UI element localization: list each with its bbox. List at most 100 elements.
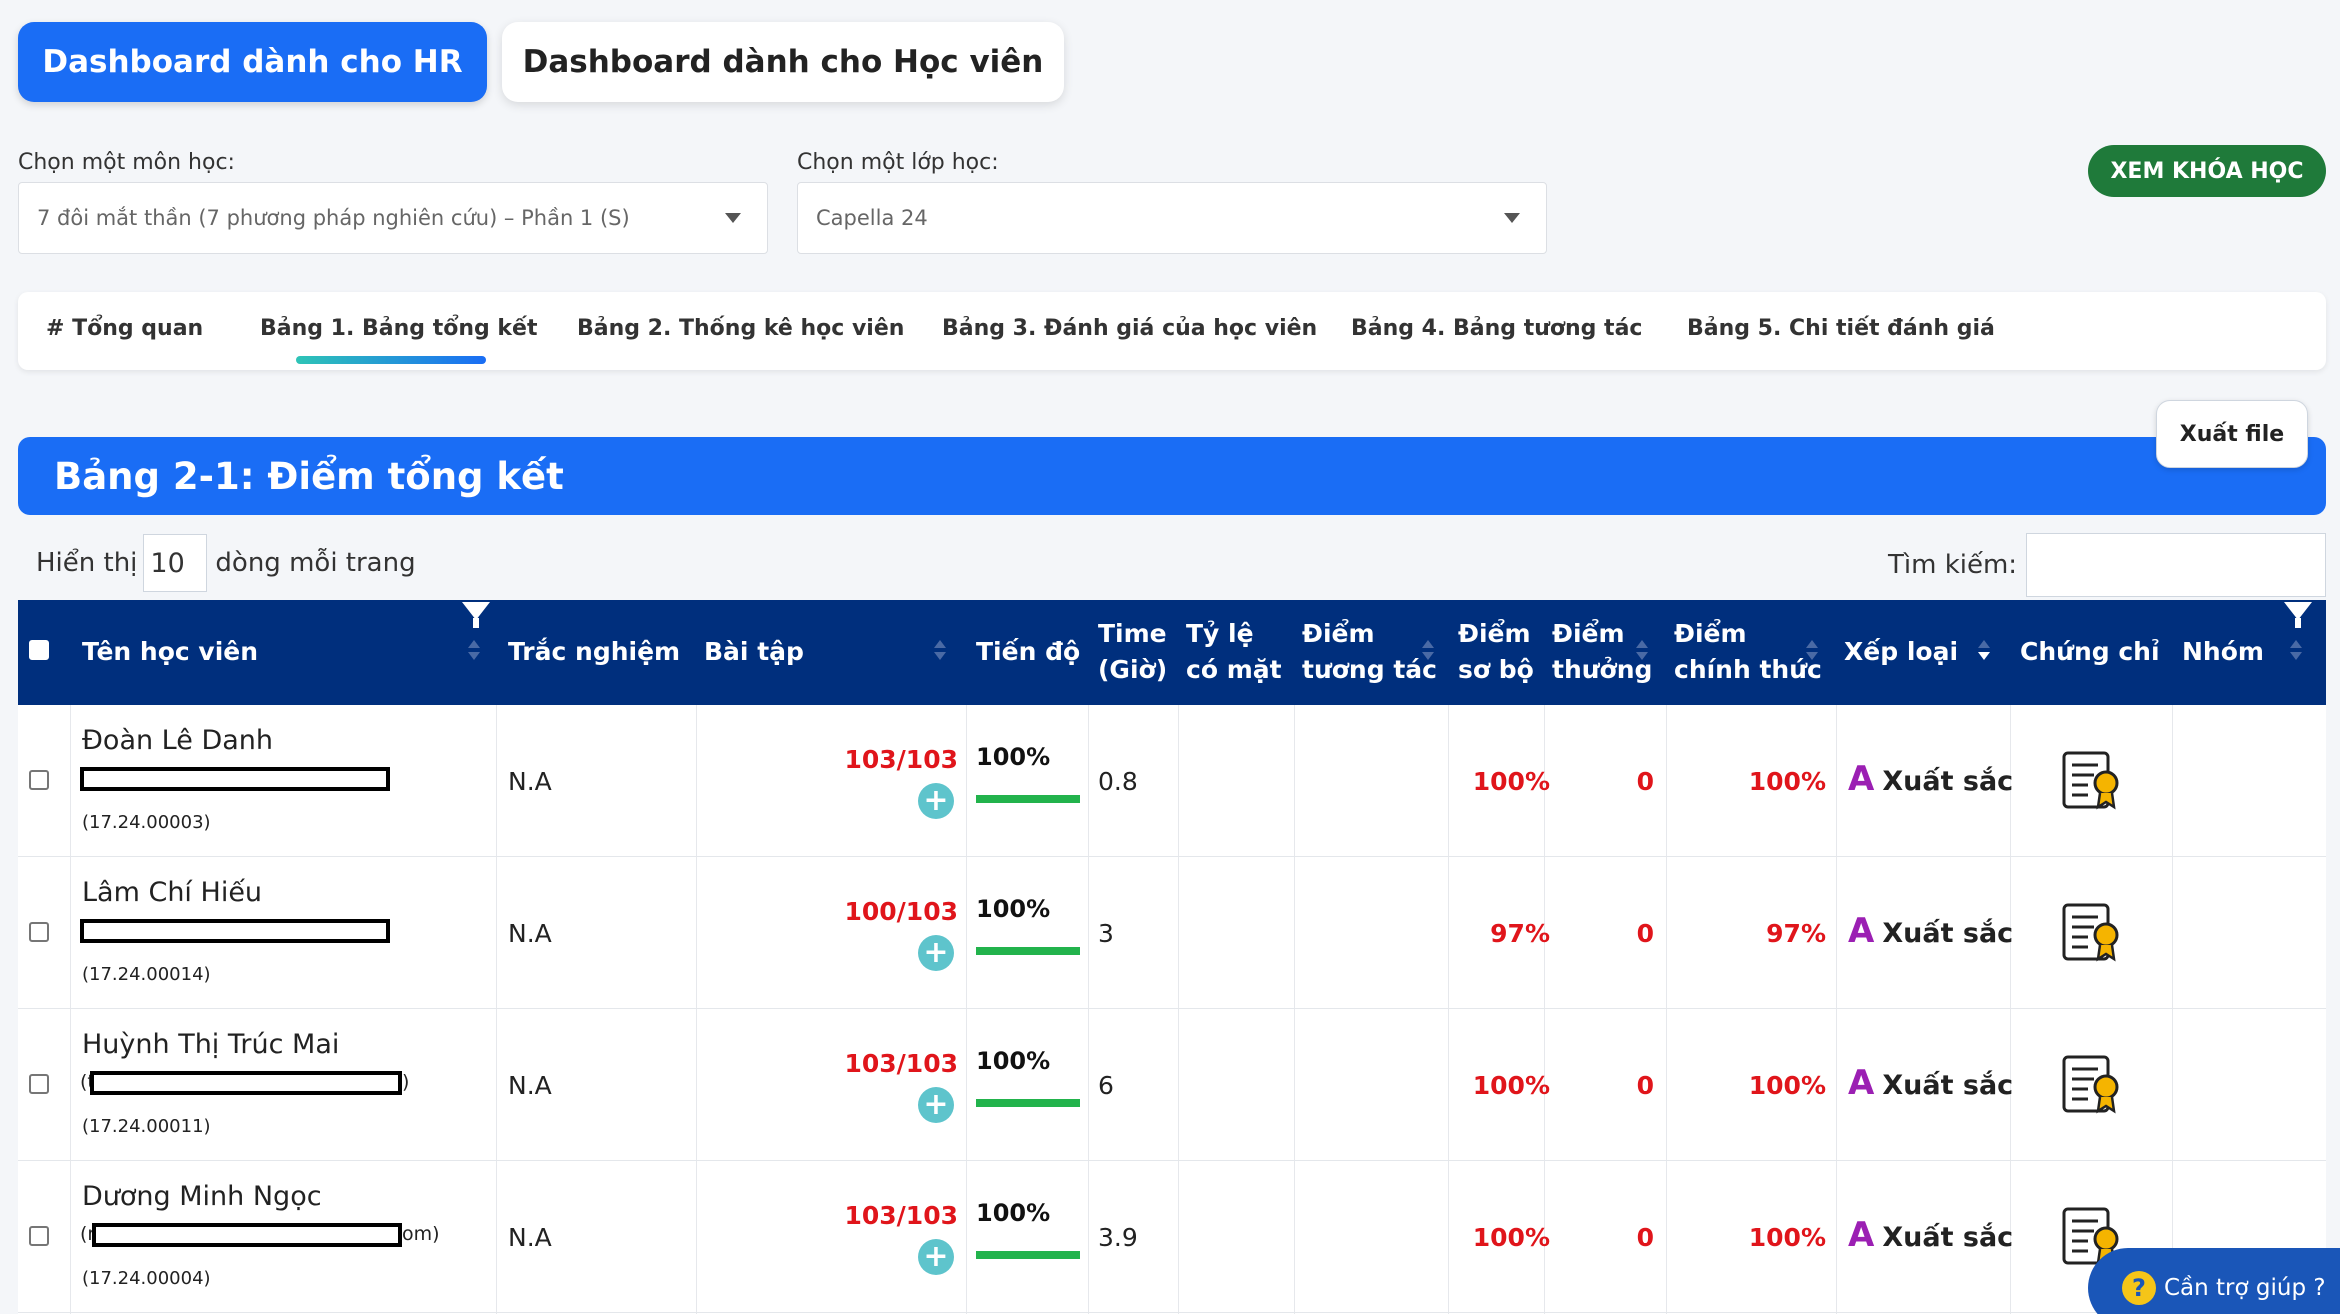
progress-bar	[976, 1099, 1080, 1107]
email-suffix: om)	[402, 1223, 440, 1245]
progress-value: 100%	[976, 1047, 1051, 1075]
plus-icon[interactable]: +	[918, 1087, 954, 1123]
bonus-score: 0	[1636, 919, 1654, 948]
homework-value: 103/103	[844, 745, 958, 774]
official-score: 100%	[1748, 1071, 1826, 1100]
redacted-email	[90, 1071, 402, 1095]
certificate-icon[interactable]	[2058, 1051, 2124, 1117]
plus-icon[interactable]: +	[918, 783, 954, 819]
official-score: 100%	[1748, 767, 1826, 796]
tab-summary[interactable]: Bảng 1. Bảng tổng kết	[260, 316, 538, 341]
search-label: Tìm kiếm:	[1888, 550, 2018, 580]
rank-letter: A	[1848, 759, 1875, 799]
col-certificate[interactable]: Chứng chỉ	[2020, 637, 2160, 666]
row-checkbox[interactable]	[29, 922, 49, 942]
time-value: 3.9	[1098, 1223, 1138, 1252]
redacted-email	[80, 767, 390, 791]
row-checkbox[interactable]	[29, 770, 49, 790]
sort-icon[interactable]	[2290, 640, 2302, 664]
col-time[interactable]: Time (Giờ)	[1098, 619, 1168, 684]
homework-value: 100/103	[844, 897, 958, 926]
rank-label: Xuất sắc	[1882, 766, 2014, 797]
bonus-score: 0	[1636, 767, 1654, 796]
sort-icon[interactable]	[1422, 640, 1434, 664]
table-row: Dương Minh Ngọc (r om) (17.24.00004) N.A…	[18, 1161, 2326, 1313]
page-size-input[interactable]: 10	[143, 534, 208, 592]
student-code: (17.24.00011)	[82, 1116, 211, 1137]
active-tab-indicator	[296, 356, 486, 364]
filter-icon[interactable]	[2284, 602, 2312, 628]
col-attendance[interactable]: Tỷ lệ có mặt	[1186, 619, 1282, 684]
student-code: (17.24.00004)	[82, 1268, 211, 1289]
chevron-down-icon	[1504, 213, 1520, 223]
tab-interactions[interactable]: Bảng 4. Bảng tương tác	[1351, 316, 1643, 341]
tab-overview[interactable]: # Tổng quan	[46, 316, 204, 341]
tab-student-stats[interactable]: Bảng 2. Thống kê học viên	[577, 316, 905, 341]
quiz-value: N.A	[508, 767, 552, 796]
select-all-checkbox[interactable]	[29, 640, 49, 660]
sort-icon[interactable]	[468, 640, 480, 664]
col-homework[interactable]: Bài tập	[704, 637, 804, 666]
sort-desc-icon[interactable]	[1978, 640, 1990, 664]
sort-icon[interactable]	[1636, 640, 1648, 664]
col-official[interactable]: Điểm chính thức	[1674, 619, 1822, 684]
time-value: 0.8	[1098, 767, 1138, 796]
rank-label: Xuất sắc	[1882, 1222, 2014, 1253]
homework-value: 103/103	[844, 1201, 958, 1230]
tab-review-details[interactable]: Bảng 5. Chi tiết đánh giá	[1687, 316, 1995, 341]
sort-icon[interactable]	[934, 640, 946, 664]
table-row: Đoàn Lê Danh (17.24.00003) N.A 103/103 +…	[18, 705, 2326, 857]
col-group[interactable]: Nhóm	[2182, 637, 2264, 666]
certificate-icon[interactable]	[2058, 747, 2124, 813]
dashboard-hr-tab[interactable]: Dashboard dành cho HR	[18, 22, 487, 102]
tab-student-reviews[interactable]: Bảng 3. Đánh giá của học viên	[942, 316, 1318, 341]
course-select-value: 7 đôi mắt thần (7 phương pháp nghiên cứu…	[37, 206, 630, 230]
col-prelim[interactable]: Điểm sơ bộ	[1458, 619, 1534, 684]
table-row: Lâm Chí Hiếu (17.24.00014) N.A 100/103 +…	[18, 857, 2326, 1009]
quiz-value: N.A	[508, 1223, 552, 1252]
student-name: Dương Minh Ngọc	[82, 1181, 322, 1212]
col-rank[interactable]: Xếp loại	[1844, 637, 1959, 666]
dashboard-student-tab[interactable]: Dashboard dành cho Học viên	[502, 22, 1064, 102]
redacted-email	[92, 1223, 402, 1247]
show-suffix-label: dòng mỗi trang	[215, 548, 416, 578]
progress-bar	[976, 795, 1080, 803]
filter-icon[interactable]	[462, 602, 490, 628]
time-value: 6	[1098, 1071, 1114, 1100]
rank: A Xuất sắc	[1848, 759, 2013, 799]
email-prefix: (r	[80, 1223, 96, 1245]
search-input[interactable]	[2026, 533, 2326, 597]
progress-value: 100%	[976, 1199, 1051, 1227]
summary-table: Tên học viên Trắc nghiệm Bài tập Tiến độ…	[18, 600, 2326, 1314]
class-select[interactable]: Capella 24	[797, 182, 1547, 254]
row-checkbox[interactable]	[29, 1074, 49, 1094]
col-quiz[interactable]: Trắc nghiệm	[508, 637, 681, 666]
rank: A Xuất sắc	[1848, 1063, 2013, 1103]
col-interaction[interactable]: Điểm tương tác	[1302, 619, 1437, 684]
view-course-button[interactable]: XEM KHÓA HỌC	[2088, 145, 2326, 197]
rank-label: Xuất sắc	[1882, 1070, 2014, 1101]
rank-letter: A	[1848, 1215, 1875, 1255]
col-progress[interactable]: Tiến độ	[976, 637, 1081, 666]
course-select[interactable]: 7 đôi mắt thần (7 phương pháp nghiên cứu…	[18, 182, 768, 254]
sort-icon[interactable]	[1806, 640, 1818, 664]
col-bonus[interactable]: Điểm thưởng	[1552, 619, 1653, 684]
plus-icon[interactable]: +	[918, 935, 954, 971]
chevron-down-icon	[725, 213, 741, 223]
table-header: Tên học viên Trắc nghiệm Bài tập Tiến độ…	[18, 600, 2326, 705]
official-score: 100%	[1748, 1223, 1826, 1252]
certificate-icon[interactable]	[2058, 899, 2124, 965]
export-file-button[interactable]: Xuất file	[2156, 400, 2308, 468]
col-name[interactable]: Tên học viên	[82, 637, 259, 666]
question-icon: ?	[2122, 1271, 2156, 1305]
rank: A Xuất sắc	[1848, 911, 2013, 951]
quiz-value: N.A	[508, 919, 552, 948]
help-button[interactable]: ? Cần trợ giúp ?	[2088, 1248, 2340, 1314]
student-code: (17.24.00003)	[82, 812, 211, 833]
student-name: Đoàn Lê Danh	[82, 725, 274, 756]
student-name: Huỳnh Thị Trúc Mai	[82, 1029, 340, 1060]
progress-value: 100%	[976, 743, 1051, 771]
homework-value: 103/103	[844, 1049, 958, 1078]
row-checkbox[interactable]	[29, 1226, 49, 1246]
plus-icon[interactable]: +	[918, 1239, 954, 1275]
